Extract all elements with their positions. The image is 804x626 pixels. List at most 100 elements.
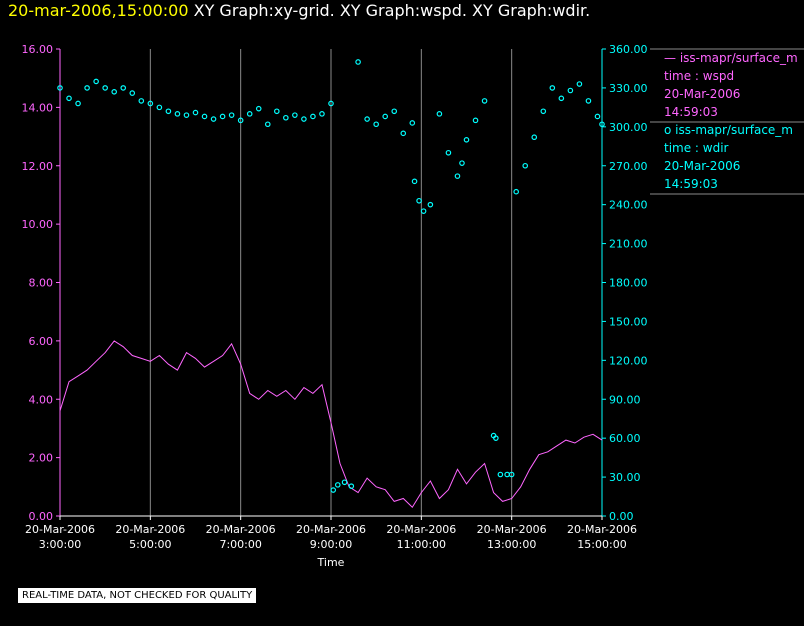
quality-notice: REAL-TIME DATA, NOT CHECKED FOR QUALITY	[18, 588, 257, 603]
wdir-point	[111, 89, 118, 95]
wdir-point	[436, 111, 443, 117]
wdir-point	[66, 95, 72, 102]
wdir-point	[201, 113, 208, 120]
wdir-point	[508, 471, 515, 478]
right-tick-label: 150.00	[609, 315, 648, 328]
wdir-point	[411, 178, 418, 185]
x-tick-time: 3:00:00	[39, 538, 81, 551]
wdir-point	[165, 108, 172, 115]
right-tick-label: 0.00	[609, 510, 634, 523]
wdir-point	[472, 117, 479, 124]
wdir-point	[174, 111, 181, 117]
wdir-point	[540, 108, 547, 115]
left-tick-label: 4.00	[29, 393, 54, 406]
wdir-point	[558, 95, 565, 102]
legend-source: — iss-mapr/surface_m	[664, 51, 798, 65]
x-tick-date: 20-Mar-2006	[25, 523, 95, 536]
legend-time: 14:59:03	[664, 177, 718, 191]
wdir-point	[400, 130, 407, 137]
right-tick-label: 60.00	[609, 432, 641, 445]
wdir-point	[102, 85, 108, 91]
x-tick-time: 9:00:00	[310, 538, 352, 551]
x-tick-date: 20-Mar-2006	[296, 523, 366, 536]
x-tick-time: 13:00:00	[487, 538, 536, 551]
wdir-point	[273, 108, 280, 115]
wdir-point	[120, 85, 127, 91]
wdir-point	[454, 173, 461, 179]
wdir-point	[228, 112, 235, 118]
wdir-point	[481, 98, 488, 104]
header-timestamp: 20-mar-2006,15:00:00	[8, 1, 189, 20]
wdir-point	[57, 85, 63, 91]
wspd-series-line	[59, 340, 603, 508]
x-tick-time: 7:00:00	[219, 538, 261, 551]
wdir-point	[373, 121, 379, 128]
wdir-point	[567, 87, 574, 94]
wdir-point	[420, 208, 427, 214]
wdir-point	[463, 137, 470, 143]
wdir-point	[330, 487, 337, 493]
wdir-point	[219, 113, 226, 120]
right-tick-label: 300.00	[609, 121, 648, 134]
right-tick-label: 120.00	[609, 354, 648, 367]
x-tick-date: 20-Mar-2006	[477, 523, 547, 536]
wdir-point	[549, 85, 556, 91]
right-tick-label: 180.00	[609, 277, 648, 290]
wdir-point	[416, 197, 422, 204]
header-titles: XY Graph:xy-grid. XY Graph:wspd. XY Grap…	[193, 1, 591, 20]
wdir-point	[264, 121, 271, 128]
wdir-point	[192, 109, 199, 116]
wdir-point	[459, 160, 465, 166]
left-tick-label: 14.00	[22, 101, 54, 114]
wdir-point	[138, 98, 145, 104]
wdir-point	[504, 471, 510, 478]
wdir-point	[147, 100, 154, 107]
x-tick-time: 15:00:00	[577, 538, 626, 551]
wdir-point	[310, 113, 316, 120]
wdir-point	[382, 113, 389, 120]
left-tick-label: 0.00	[29, 510, 54, 523]
wdir-point	[348, 483, 355, 489]
wdir-point	[283, 114, 289, 121]
left-tick-label: 16.00	[22, 43, 54, 56]
x-tick-date: 20-Mar-2006	[206, 523, 276, 536]
wdir-point	[255, 105, 262, 112]
legend-source: o iss-mapr/surface_m	[664, 123, 793, 137]
right-tick-label: 210.00	[609, 238, 648, 251]
wdir-point	[334, 482, 341, 488]
x-tick-time: 5:00:00	[129, 538, 171, 551]
right-tick-label: 270.00	[609, 160, 648, 173]
wdir-point	[319, 111, 325, 117]
left-tick-label: 2.00	[29, 452, 54, 465]
legend-variable: time : wdir	[664, 141, 729, 155]
legend-date: 20-Mar-2006	[664, 159, 740, 173]
wdir-point	[156, 104, 163, 111]
legend-date: 20-Mar-2006	[664, 87, 740, 101]
wdir-point	[84, 85, 90, 91]
wdir-point	[522, 162, 529, 169]
wdir-point	[427, 201, 434, 208]
left-tick-label: 12.00	[22, 160, 54, 173]
wdir-point	[328, 100, 334, 107]
wdir-point	[391, 108, 398, 115]
x-axis-title: Time	[317, 556, 345, 569]
wdir-point	[409, 120, 416, 126]
legend-variable: time : wspd	[664, 69, 734, 83]
wdir-point	[301, 116, 307, 122]
wdir-point	[210, 116, 217, 122]
x-tick-date: 20-Mar-2006	[386, 523, 456, 536]
wdir-point	[599, 121, 605, 128]
wdir-point	[585, 98, 592, 104]
left-tick-label: 6.00	[29, 335, 54, 348]
x-tick-date: 20-Mar-2006	[115, 523, 185, 536]
wdir-point	[93, 78, 99, 85]
wdir-point	[364, 116, 370, 122]
right-tick-label: 30.00	[609, 471, 641, 484]
left-tick-label: 8.00	[29, 277, 54, 290]
wdir-point	[292, 112, 298, 118]
wdir-point	[576, 81, 583, 87]
wdir-point	[513, 188, 519, 195]
wdir-point	[497, 471, 504, 478]
wdir-point	[341, 479, 348, 486]
